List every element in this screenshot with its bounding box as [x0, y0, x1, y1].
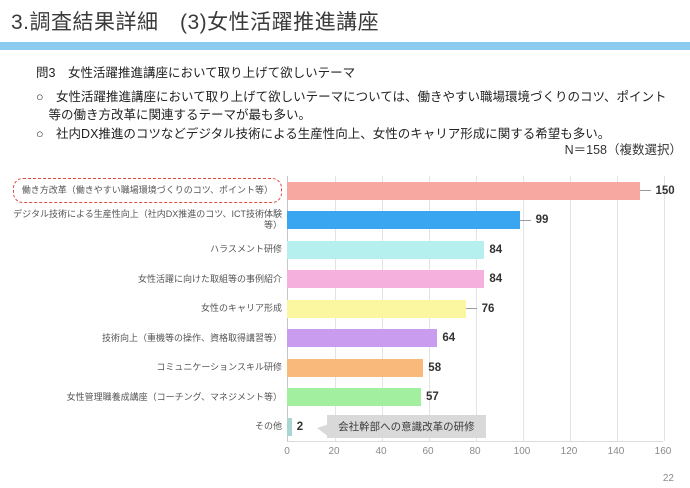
- leader-line: [465, 308, 477, 310]
- x-axis-tick: 100: [513, 445, 531, 457]
- bar-cell: 57: [287, 383, 682, 413]
- value-label: 150: [655, 184, 675, 197]
- value-label: 99: [535, 214, 549, 227]
- gridline: [522, 176, 524, 441]
- bar-chart: 働き方改革（働きやすい職場環境づくりのコツ、ポイント等） 150 デジタル技術による…: [10, 176, 682, 460]
- x-axis-tick: 60: [422, 445, 434, 457]
- page-number: 22: [662, 473, 674, 484]
- value-label: 2: [296, 420, 304, 433]
- chart-row: デジタル技術による生産性向上（社内DX推進のコツ、ICT技術体験等） 99: [10, 206, 682, 236]
- category-label-cell: その他: [10, 421, 287, 432]
- chart-row: 女性活躍に向けた取組等の事例紹介 84: [10, 265, 682, 295]
- bar: [287, 211, 520, 230]
- callout: 会社幹部への意識改革の研修: [317, 415, 486, 439]
- category-label-highlighted: 働き方改革（働きやすい職場環境づくりのコツ、ポイント等）: [12, 178, 282, 204]
- value-label: 64: [442, 332, 456, 345]
- chart-row: ハラスメント研修 84: [10, 235, 682, 265]
- chart-row: 働き方改革（働きやすい職場環境づくりのコツ、ポイント等） 150: [10, 176, 682, 206]
- title-divider: [0, 42, 690, 50]
- category-label: デジタル技術による生産性向上（社内DX推進のコツ、ICT技術体験等）: [13, 209, 282, 231]
- value-label: 57: [425, 391, 439, 404]
- x-axis-tick: 140: [607, 445, 625, 457]
- bar-cell: 150: [287, 176, 682, 206]
- value-label: 76: [481, 302, 495, 315]
- gridline: [663, 176, 665, 441]
- category-label-cell: 働き方改革（働きやすい職場環境づくりのコツ、ポイント等）: [10, 178, 287, 204]
- category-label-cell: ハラスメント研修: [10, 244, 287, 255]
- chart-row: コミュニケーションスキル研修 58: [10, 353, 682, 383]
- x-axis: 0 20 40 60 80 100 120 140 160: [284, 442, 671, 460]
- bar: [287, 417, 292, 436]
- chart-row: 技術向上（重機等の操作、資格取得講習等） 64: [10, 324, 682, 354]
- category-label-cell: コミュニケーションスキル研修: [10, 362, 287, 373]
- x-axis-tick: 40: [375, 445, 387, 457]
- leader-line: [639, 190, 651, 192]
- x-axis-tick: 20: [328, 445, 340, 457]
- sample-size-note: N＝158（複数選択）: [564, 143, 682, 157]
- bar-cell: 99: [287, 206, 682, 236]
- bar-cell: 84: [287, 265, 682, 295]
- category-label-cell: 女性のキャリア形成: [10, 303, 287, 314]
- bar-cell: 84: [287, 235, 682, 265]
- callout-text: 会社幹部への意識改革の研修: [338, 421, 475, 434]
- category-label: ハラスメント研修: [210, 244, 282, 255]
- bar: [287, 240, 485, 259]
- bar: [287, 270, 485, 289]
- value-label: 84: [489, 273, 503, 286]
- leader-line: [519, 219, 531, 221]
- x-axis-tick: 0: [284, 445, 290, 457]
- category-label-cell: 女性活躍に向けた取組等の事例紹介: [10, 274, 287, 285]
- category-label-cell: 女性管理職養成講座（コーチング、マネジメント等）: [10, 392, 287, 403]
- category-label: 女性活躍に向けた取組等の事例紹介: [137, 273, 282, 284]
- summary-bullet-2: ○ 社内DX推進のコツなどデジタル技術による生産性向上、女性のキャリア形成に関す…: [36, 127, 611, 142]
- x-axis-tick: 80: [469, 445, 481, 457]
- value-label: 84: [489, 243, 503, 256]
- chart-rows: 働き方改革（働きやすい職場環境づくりのコツ、ポイント等） 150 デジタル技術による…: [10, 176, 682, 442]
- gridline: [569, 176, 571, 441]
- summary-bullet-1: ○ 女性活躍推進講座において取り上げて欲しいテーマについては、働きやすい職場環境…: [36, 90, 667, 123]
- category-label: コミュニケーションスキル研修: [156, 362, 282, 373]
- bar: [287, 299, 466, 318]
- bar: [287, 329, 438, 348]
- page-title: 3.調査結果詳細 (3)女性活躍推進講座: [11, 11, 380, 34]
- chart-row: 女性のキャリア形成 76: [10, 294, 682, 324]
- value-label: 58: [428, 361, 442, 374]
- bar: [287, 358, 424, 377]
- category-label: 技術向上（重機等の操作、資格取得講習等）: [101, 332, 282, 343]
- summary-bullets: ○ 女性活躍推進講座において取り上げて欲しいテーマについては、働きやすい職場環境…: [36, 88, 672, 144]
- bar-cell: 58: [287, 353, 682, 383]
- bar: [287, 181, 640, 200]
- x-axis-tick: 120: [560, 445, 578, 457]
- category-label: 女性のキャリア形成: [200, 303, 282, 314]
- category-label-cell: 技術向上（重機等の操作、資格取得講習等）: [10, 333, 287, 344]
- chart-row: その他 2 会社幹部への意識改革の研修: [10, 412, 682, 442]
- category-label-cell: デジタル技術による生産性向上（社内DX推進のコツ、ICT技術体験等）: [10, 209, 287, 231]
- bar-cell: 64: [287, 324, 682, 354]
- category-label: 女性管理職養成講座（コーチング、マネジメント等）: [66, 391, 282, 402]
- callout-tail-icon: [317, 424, 330, 438]
- bar-cell: 76: [287, 294, 682, 324]
- bar: [287, 388, 421, 407]
- category-label: その他: [254, 421, 282, 432]
- chart-row: 女性管理職養成講座（コーチング、マネジメント等） 57: [10, 383, 682, 413]
- x-axis-tick: 160: [654, 445, 672, 457]
- gridline: [616, 176, 618, 441]
- question-label: 問3 女性活躍推進講座において取り上げて欲しいテーマ: [36, 66, 356, 80]
- bar-cell: 2 会社幹部への意識改革の研修: [287, 412, 682, 442]
